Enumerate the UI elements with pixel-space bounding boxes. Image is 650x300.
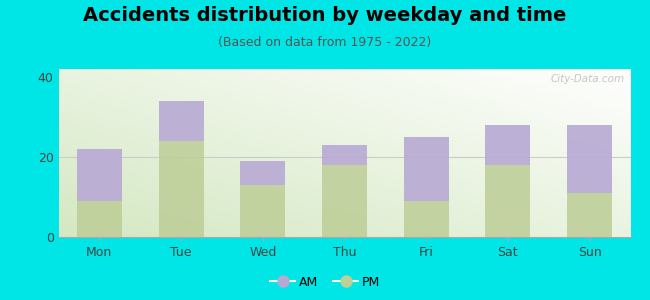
Bar (567, 193, 612, 237)
Text: Accidents distribution by weekday and time: Accidents distribution by weekday and ti… (83, 6, 567, 25)
Bar (404, 201, 448, 237)
Bar (159, 101, 203, 141)
Bar (404, 137, 448, 201)
Bar (240, 185, 285, 237)
Bar (77, 149, 122, 201)
Bar (486, 125, 530, 165)
Bar (159, 141, 203, 237)
Legend: AM, PM: AM, PM (265, 271, 385, 294)
Text: (Based on data from 1975 - 2022): (Based on data from 1975 - 2022) (218, 36, 432, 49)
Bar (567, 125, 612, 193)
Text: City-Data.com: City-Data.com (551, 74, 625, 84)
Bar (77, 201, 122, 237)
Bar (486, 165, 530, 237)
Bar (240, 161, 285, 185)
Bar (322, 165, 367, 237)
Bar (322, 145, 367, 165)
